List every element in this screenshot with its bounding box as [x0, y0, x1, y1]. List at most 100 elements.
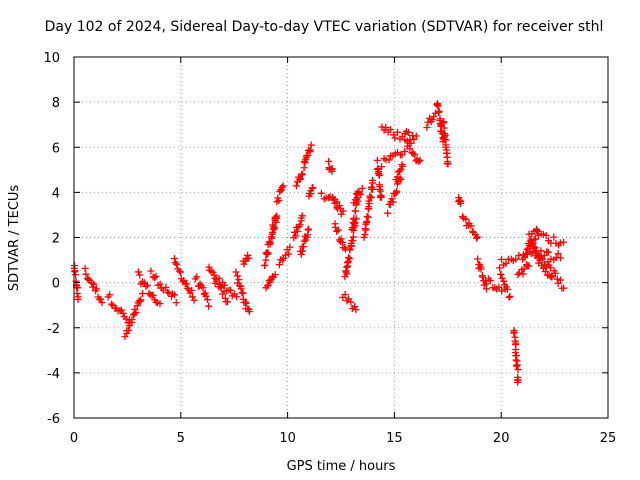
data-point	[344, 259, 352, 267]
data-point	[547, 264, 554, 272]
data-point	[412, 132, 420, 140]
data-point	[134, 268, 142, 276]
data-point	[540, 252, 548, 260]
data-point	[515, 251, 523, 259]
data-point	[411, 151, 419, 159]
data-point	[514, 376, 522, 384]
data-point	[560, 284, 568, 292]
data-point	[486, 277, 494, 285]
y-axis-label: SDTVAR / TECUs	[7, 185, 22, 292]
data-point	[505, 293, 513, 301]
data-point	[304, 152, 312, 160]
data-point	[473, 233, 481, 241]
data-point	[529, 248, 537, 256]
data-point	[270, 223, 278, 231]
data-point	[172, 299, 180, 307]
data-point	[143, 281, 151, 289]
data-point	[334, 226, 342, 234]
data-point	[500, 277, 508, 285]
data-point	[305, 225, 313, 233]
data-point	[233, 272, 241, 280]
data-point	[407, 139, 415, 147]
data-point	[202, 292, 210, 300]
data-point	[215, 274, 223, 282]
data-point	[309, 184, 317, 192]
data-point	[393, 128, 401, 136]
data-point	[263, 250, 271, 258]
data-point	[137, 296, 145, 304]
data-point	[495, 283, 503, 291]
data-point	[261, 262, 269, 270]
data-point	[377, 192, 385, 200]
data-point	[300, 164, 308, 172]
data-point	[335, 202, 343, 210]
data-point	[81, 264, 89, 272]
data-point	[74, 295, 82, 303]
data-point	[557, 254, 565, 262]
data-point	[347, 298, 355, 306]
data-point	[503, 285, 511, 293]
data-point	[97, 295, 105, 303]
data-point	[171, 259, 179, 267]
data-point	[496, 264, 504, 272]
data-point	[164, 288, 172, 296]
data-point	[106, 291, 114, 299]
data-point	[271, 271, 279, 279]
data-point	[119, 309, 127, 317]
data-point	[349, 233, 357, 241]
grid-lines	[74, 57, 608, 418]
data-point	[375, 171, 383, 179]
data-point	[404, 128, 412, 136]
data-point	[171, 291, 179, 299]
data-point	[139, 290, 147, 298]
data-point	[337, 235, 345, 243]
data-point	[286, 243, 294, 251]
data-point	[93, 285, 101, 293]
data-point	[385, 156, 393, 164]
data-point	[431, 109, 439, 117]
data-point	[156, 280, 164, 288]
data-point	[462, 215, 470, 223]
data-point	[296, 221, 304, 229]
data-point	[273, 212, 281, 220]
data-point	[498, 255, 506, 263]
data-point	[351, 303, 359, 311]
data-point	[156, 300, 164, 308]
data-point	[391, 134, 399, 142]
y-tick-label: -6	[47, 412, 60, 427]
data-point	[298, 171, 306, 179]
data-point	[345, 254, 353, 262]
data-point	[506, 292, 514, 300]
data-point	[382, 124, 390, 132]
data-point	[238, 289, 246, 297]
y-tick-label: 4	[52, 186, 60, 201]
data-point	[306, 146, 314, 154]
data-point	[333, 198, 341, 206]
data-point	[264, 249, 272, 257]
data-point	[544, 248, 552, 256]
data-point	[180, 276, 188, 284]
data-point	[142, 282, 150, 290]
data-point	[399, 162, 407, 170]
x-tick-label: 25	[600, 431, 617, 446]
data-point	[550, 233, 558, 241]
data-point	[389, 198, 397, 206]
data-point	[262, 256, 270, 264]
data-point	[107, 300, 115, 308]
data-point	[136, 271, 144, 279]
data-point	[346, 255, 354, 263]
data-point	[162, 283, 170, 291]
data-point	[272, 218, 280, 226]
y-tick-label: 8	[52, 96, 60, 111]
data-point	[542, 231, 550, 239]
data-point	[147, 267, 155, 275]
data-point	[361, 231, 369, 239]
data-point	[514, 366, 522, 374]
data-point	[378, 193, 386, 201]
data-point	[369, 176, 377, 184]
x-tick-label: 15	[386, 431, 403, 446]
data-point	[132, 309, 140, 317]
data-point	[297, 175, 305, 183]
data-point	[352, 306, 360, 314]
data-point	[457, 197, 465, 205]
